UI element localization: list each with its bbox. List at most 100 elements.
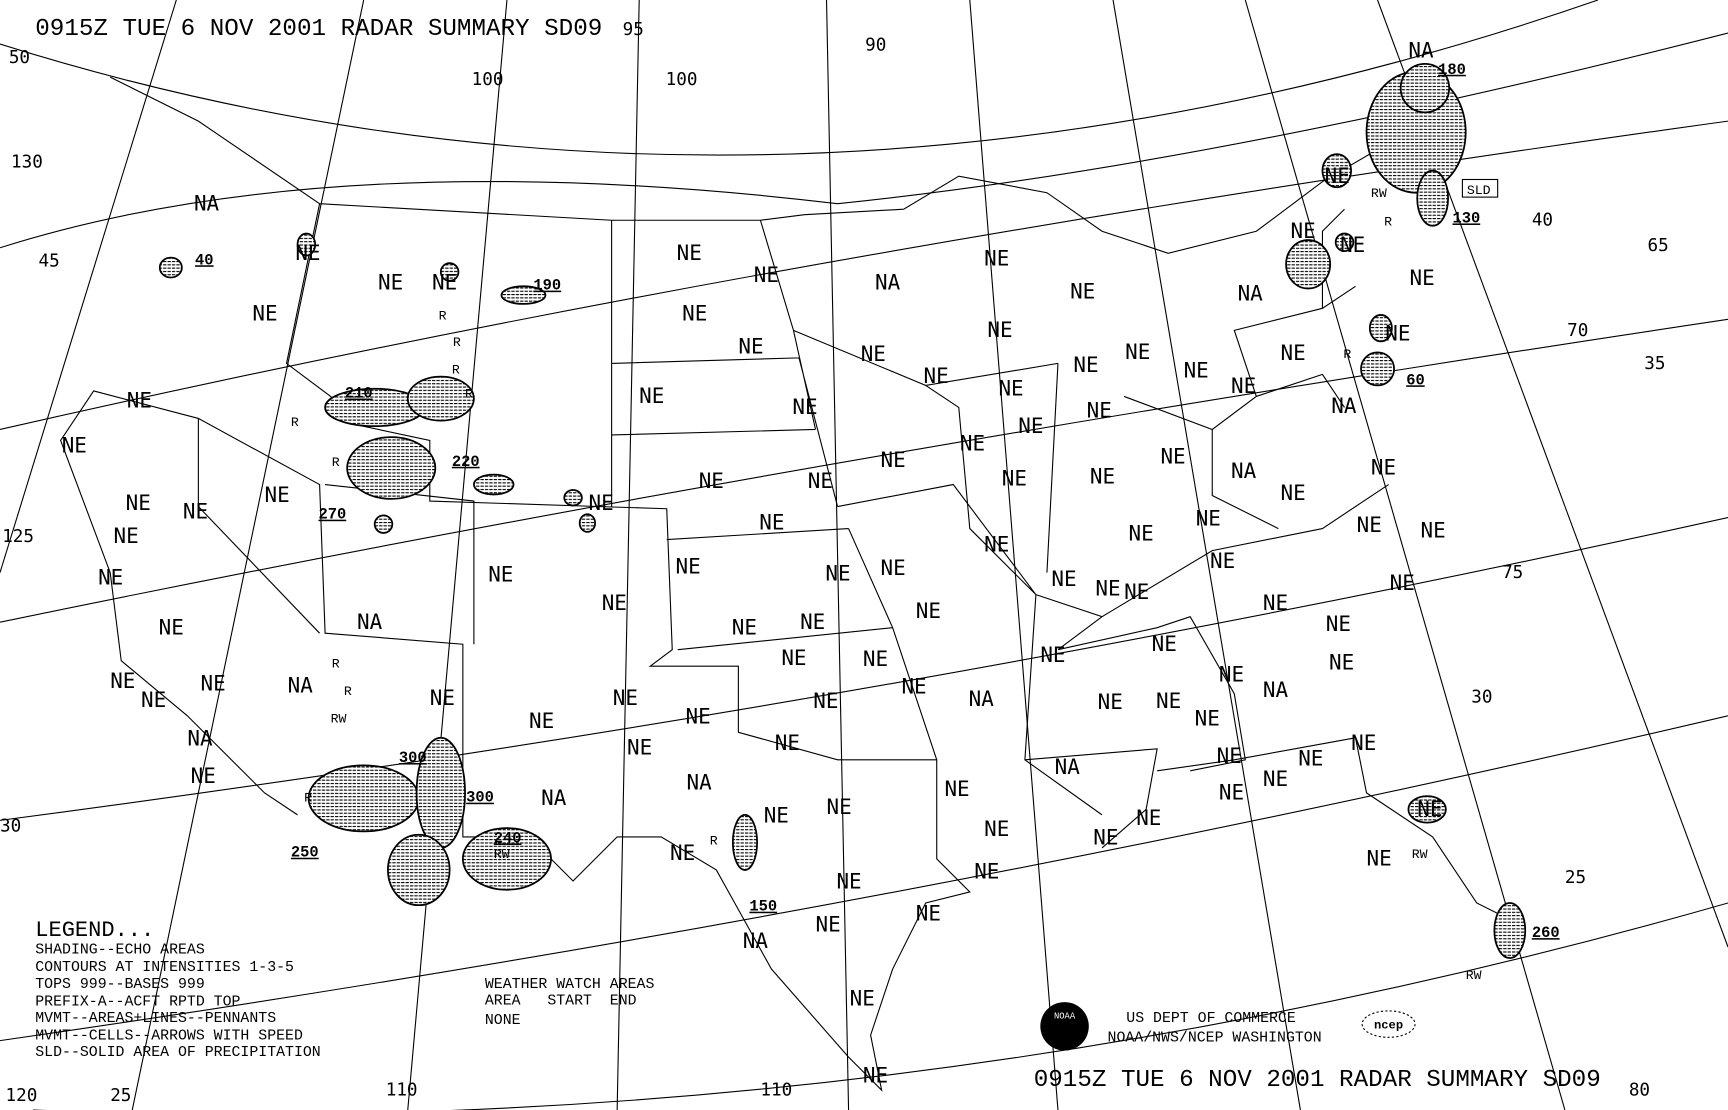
state-borders bbox=[59, 65, 1522, 1092]
echo-area bbox=[1493, 902, 1527, 959]
precip-type-label: R bbox=[465, 387, 473, 402]
echo-area bbox=[563, 489, 583, 507]
no-echoes-label: NE bbox=[901, 675, 926, 699]
no-echoes-label: NE bbox=[1098, 690, 1123, 714]
echo-area bbox=[158, 256, 183, 279]
no-echoes-label: NE bbox=[924, 364, 949, 388]
no-echoes-label: NE bbox=[1073, 353, 1098, 377]
no-echoes-label: NE bbox=[1136, 806, 1161, 830]
no-echoes-label: NE bbox=[613, 686, 638, 710]
no-echoes-label: NE bbox=[1281, 481, 1306, 505]
no-echoes-label: NE bbox=[792, 395, 817, 419]
precip-type-label: R bbox=[332, 455, 340, 470]
grid-label: 120 bbox=[6, 1086, 38, 1106]
no-echoes-label: NE bbox=[1351, 731, 1376, 755]
no-echoes-label: NE bbox=[677, 241, 702, 265]
no-echoes-label: NE bbox=[183, 500, 208, 524]
no-echoes-label: NE bbox=[1184, 359, 1209, 383]
sld-label: SLD bbox=[1467, 183, 1491, 198]
no-echoes-label: NE bbox=[378, 271, 403, 295]
grid-label: 95 bbox=[623, 20, 644, 40]
precip-type-label: RW bbox=[331, 711, 347, 726]
no-echoes-label: NE bbox=[191, 764, 216, 788]
echo-area bbox=[1399, 62, 1451, 114]
no-echoes-label: NE bbox=[488, 562, 513, 586]
no-echoes-label: NE bbox=[1410, 266, 1435, 290]
echo-areas bbox=[158, 62, 1527, 959]
echo-area bbox=[296, 232, 317, 257]
no-echoes-label: NE bbox=[1281, 341, 1306, 365]
no-echoes-label: NE bbox=[781, 646, 806, 670]
no-echoes-label: NE bbox=[1263, 591, 1288, 615]
no-echoes-label: NE bbox=[816, 913, 841, 937]
no-echoes-label: NE bbox=[670, 841, 695, 865]
not-available-label: NA bbox=[288, 674, 314, 698]
precip-type-label: RW bbox=[1466, 968, 1482, 983]
not-available-label: NA bbox=[1263, 678, 1289, 702]
no-echoes-label: NE bbox=[1195, 707, 1220, 731]
no-echoes-label: NE bbox=[881, 556, 906, 580]
no-echoes-label: NE bbox=[127, 388, 152, 412]
echo-top-label: 60 bbox=[1406, 371, 1425, 389]
legend-line: SHADING--ECHO AREAS bbox=[35, 943, 205, 959]
no-echoes-label: NE bbox=[984, 533, 1009, 557]
echo-area bbox=[578, 513, 596, 533]
echo-area bbox=[1334, 232, 1355, 252]
no-echoes-label: NE bbox=[639, 384, 664, 408]
no-echoes-label: NE bbox=[1371, 456, 1396, 480]
precip-type-label: RW bbox=[1412, 847, 1428, 862]
grid-label: 125 bbox=[2, 527, 34, 547]
credits: NOAA US DEPT OF COMMERCE NOAA/NWS/NCEP W… bbox=[1040, 1002, 1416, 1051]
grid-label: 80 bbox=[1629, 1081, 1650, 1101]
no-echoes-label: NE bbox=[1217, 744, 1242, 768]
legend-line: MVMT--CELLS--ARROWS WITH SPEED bbox=[35, 1029, 303, 1045]
grid-label: 65 bbox=[1648, 236, 1669, 256]
no-echoes-label: NE bbox=[1298, 746, 1323, 770]
grid-label: 75 bbox=[1502, 563, 1523, 583]
no-echoes-label: NE bbox=[1087, 398, 1112, 422]
ncep-logo bbox=[1361, 1010, 1416, 1038]
grid-label: 100 bbox=[666, 70, 698, 90]
legend-line: PREFIX-A--ACFT RPTD TOP bbox=[35, 994, 240, 1010]
no-echoes-label: NE bbox=[738, 334, 763, 358]
no-echoes-label: NE bbox=[960, 431, 985, 455]
no-echoes-label: NE bbox=[1093, 826, 1118, 850]
echo-area bbox=[1360, 351, 1395, 387]
no-echoes-label: NE bbox=[984, 246, 1009, 270]
echo-area bbox=[472, 473, 515, 496]
no-echoes-label: NE bbox=[1124, 580, 1149, 604]
grid-label: 45 bbox=[39, 251, 60, 271]
no-echoes-label: NE bbox=[916, 599, 941, 623]
not-available-label: NA bbox=[1408, 38, 1434, 62]
no-echoes-label: NE bbox=[1070, 279, 1095, 303]
no-echoes-label: NE bbox=[836, 870, 861, 894]
no-echoes-label: NE bbox=[998, 376, 1023, 400]
no-echoes-label: NE bbox=[1367, 847, 1392, 871]
echo-top-label: 270 bbox=[318, 506, 346, 524]
legend-line: TOPS 999--BASES 999 bbox=[35, 977, 205, 993]
credits-line2: NOAA/NWS/NCEP WASHINGTON bbox=[1108, 1031, 1322, 1047]
grid-label: 40 bbox=[1532, 211, 1553, 231]
not-available-label: NA bbox=[194, 191, 220, 215]
echo-area bbox=[307, 764, 420, 833]
echo-top-label: 150 bbox=[749, 898, 777, 916]
no-echoes-label: NE bbox=[1219, 780, 1244, 804]
precip-type-label: RW bbox=[494, 847, 510, 862]
no-echoes-label: NE bbox=[295, 241, 320, 265]
no-echoes-label: NE bbox=[987, 318, 1012, 342]
credits-line1: US DEPT OF COMMERCE bbox=[1126, 1011, 1296, 1027]
no-echoes-label: NE bbox=[984, 817, 1009, 841]
no-echoes-label: NE bbox=[1002, 467, 1027, 491]
echo-top-label: 300 bbox=[399, 749, 427, 767]
no-echoes-label: NE bbox=[1357, 513, 1382, 537]
title-bottom: 0915Z TUE 6 NOV 2001 RADAR SUMMARY SD09 bbox=[1034, 1067, 1601, 1094]
not-available-label: NA bbox=[1238, 282, 1264, 306]
echo-top-label: 210 bbox=[345, 385, 373, 403]
no-echoes-label: NE bbox=[699, 469, 724, 493]
no-echoes-label: NE bbox=[1125, 340, 1150, 364]
not-available-label: NA bbox=[187, 727, 213, 751]
grid-label: 25 bbox=[1565, 868, 1586, 888]
grid-label: 90 bbox=[865, 36, 886, 56]
grid-label: 130 bbox=[11, 152, 43, 172]
precip-type-label: R bbox=[452, 362, 460, 377]
